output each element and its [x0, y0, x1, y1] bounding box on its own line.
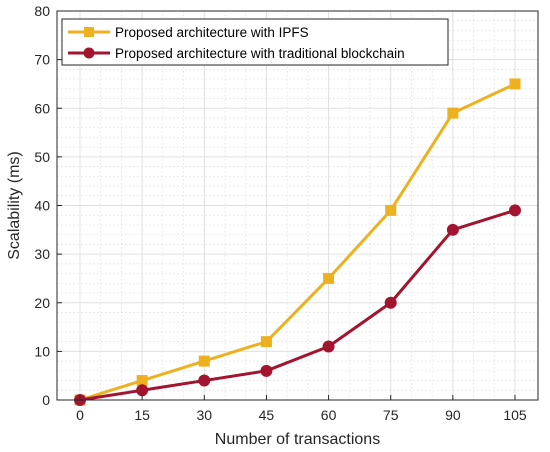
- y-tick-label: 10: [34, 343, 50, 359]
- y-tick-label: 60: [34, 100, 50, 116]
- data-point: [447, 107, 459, 119]
- y-tick-label: 40: [34, 198, 50, 214]
- data-point: [136, 384, 149, 397]
- series-line: [79, 82, 516, 402]
- data-point: [260, 364, 273, 377]
- y-ticks: 0 10 20 30 40 50 60 70 80: [34, 3, 62, 408]
- legend-item: Proposed architecture with traditional b…: [68, 46, 405, 61]
- x-tick-label: 90: [445, 407, 461, 423]
- series-layer: [74, 78, 521, 406]
- x-tick-label: 105: [503, 407, 527, 423]
- y-tick-label: 0: [42, 392, 50, 408]
- legend-marker: [83, 47, 95, 59]
- data-point: [198, 374, 211, 387]
- data-point: [385, 204, 397, 216]
- y-tick-label: 20: [34, 295, 50, 311]
- data-point: [446, 223, 459, 236]
- data-point: [509, 204, 521, 217]
- y-tick-label: 70: [34, 52, 50, 68]
- legend-box: [61, 18, 449, 66]
- legend-label: Proposed architecture with traditional b…: [115, 46, 405, 61]
- y-axis-label: Scalability (ms): [6, 151, 23, 259]
- data-point: [323, 272, 335, 284]
- x-tick-label: 30: [196, 407, 212, 423]
- x-axis-label: Number of transactions: [215, 431, 380, 448]
- x-ticks: 0 15 30 45 60 75 90 105: [76, 395, 527, 423]
- data-point: [136, 375, 148, 387]
- data-point: [384, 296, 397, 309]
- y-tick-label: 30: [34, 246, 50, 262]
- x-tick-label: 45: [259, 407, 275, 423]
- x-tick-label: 75: [383, 407, 399, 423]
- y-tick-label: 80: [34, 3, 50, 19]
- data-point: [198, 355, 210, 367]
- legend-item: Proposed architecture with IPFS: [68, 25, 309, 40]
- legend-marker: [84, 27, 94, 37]
- x-tick-label: 0: [76, 407, 84, 423]
- data-point: [260, 336, 272, 348]
- series-line: [79, 208, 516, 402]
- data-point: [322, 340, 335, 353]
- minor-grid: [57, 11, 538, 400]
- legend-label: Proposed architecture with IPFS: [115, 25, 309, 40]
- data-point: [509, 78, 521, 90]
- legend: Proposed architecture with IPFS Proposed …: [61, 18, 449, 66]
- x-tick-label: 60: [321, 407, 337, 423]
- series-1: [74, 78, 521, 406]
- y-tick-label: 50: [34, 149, 50, 165]
- x-tick-label: 15: [134, 407, 150, 423]
